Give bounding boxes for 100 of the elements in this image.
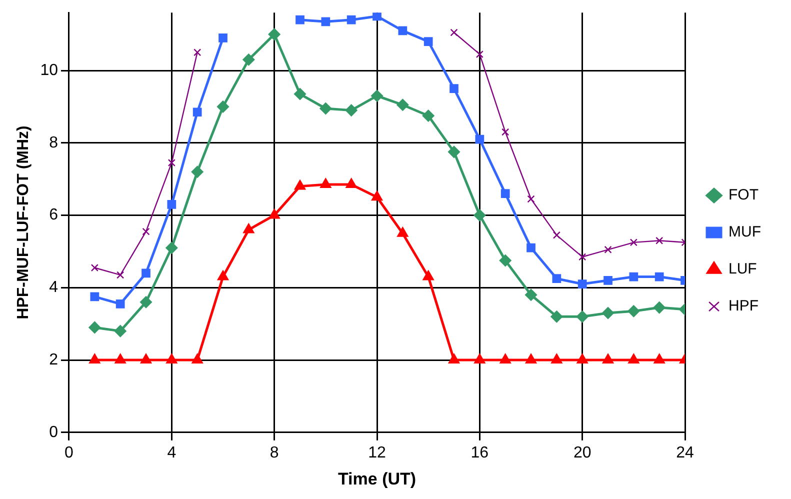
- point: [294, 88, 306, 100]
- point: [576, 310, 588, 322]
- point: [628, 354, 639, 364]
- point: [578, 253, 586, 261]
- point: [242, 54, 254, 66]
- point: [423, 271, 434, 280]
- x-tick-label: 8: [270, 444, 279, 462]
- point: [629, 272, 638, 282]
- point: [88, 322, 100, 334]
- point: [448, 146, 460, 158]
- point: [552, 231, 560, 239]
- x-tick-label: 4: [167, 444, 176, 462]
- point: [654, 272, 664, 282]
- point: [296, 15, 304, 24]
- point: [527, 195, 535, 203]
- point: [602, 354, 614, 364]
- point: [194, 48, 202, 56]
- point: [476, 50, 484, 58]
- point: [654, 354, 664, 364]
- point: [526, 354, 536, 364]
- point: [654, 302, 666, 314]
- legend-label: MUF: [728, 224, 762, 241]
- point: [422, 110, 434, 122]
- point: [142, 268, 150, 278]
- point: [448, 354, 460, 364]
- point: [320, 102, 332, 114]
- point: [500, 189, 510, 198]
- point: [424, 37, 433, 46]
- y-tick-label: 4: [49, 279, 58, 296]
- point: [346, 15, 356, 24]
- point: [604, 246, 612, 254]
- y-tick-label: 8: [49, 134, 58, 152]
- point: [578, 280, 587, 288]
- point: [630, 238, 638, 246]
- point: [321, 17, 330, 26]
- point: [192, 354, 202, 364]
- point: [550, 310, 562, 322]
- y-tick-label: 2: [49, 351, 58, 368]
- point: [602, 307, 614, 319]
- point: [167, 200, 176, 209]
- point: [90, 354, 100, 364]
- point: [500, 354, 510, 364]
- point: [140, 354, 152, 364]
- point: [218, 271, 228, 280]
- point: [192, 108, 202, 117]
- point: [346, 178, 356, 188]
- point: [320, 178, 331, 188]
- y-axis-title: HPF-MUF-LUF-FOT (MHz): [15, 126, 32, 320]
- point: [552, 354, 562, 364]
- point: [475, 134, 484, 144]
- point: [346, 104, 358, 116]
- y-tick-label: 0: [49, 424, 58, 441]
- point: [218, 34, 228, 42]
- point: [396, 99, 408, 111]
- point: [116, 271, 124, 279]
- y-tick-label: 10: [40, 62, 58, 79]
- point: [115, 354, 126, 364]
- legend-label: LUF: [728, 260, 757, 278]
- x-tick-label: 24: [676, 444, 694, 462]
- point: [372, 12, 382, 21]
- point: [450, 28, 458, 36]
- point: [166, 354, 177, 364]
- y-tick-label: 6: [49, 206, 58, 224]
- point: [166, 242, 178, 254]
- point: [90, 292, 100, 302]
- point: [168, 159, 176, 167]
- point: [192, 166, 204, 178]
- legend-label: FOT: [728, 186, 759, 204]
- point: [474, 210, 486, 222]
- point: [525, 289, 537, 301]
- point: [398, 26, 408, 36]
- point: [142, 228, 150, 236]
- point: [398, 228, 408, 237]
- point: [450, 84, 458, 94]
- point: [268, 28, 280, 40]
- x-tick-label: 12: [368, 444, 386, 462]
- point: [500, 254, 512, 266]
- point: [502, 128, 510, 136]
- x-tick-label: 20: [573, 444, 592, 462]
- point: [474, 354, 485, 364]
- x-tick-label: 16: [470, 444, 489, 462]
- point: [604, 276, 612, 285]
- point: [656, 236, 664, 244]
- point: [526, 243, 536, 252]
- point: [371, 90, 383, 102]
- x-axis-title: Time (UT): [338, 469, 416, 488]
- point: [269, 210, 280, 219]
- point: [244, 224, 254, 234]
- point: [114, 325, 126, 337]
- point: [294, 180, 306, 190]
- point: [140, 296, 152, 308]
- point: [217, 100, 229, 112]
- legend-label: HPF: [728, 298, 759, 315]
- point: [90, 264, 98, 272]
- x-tick-label: 0: [64, 444, 74, 462]
- point: [372, 191, 382, 201]
- point: [577, 354, 588, 364]
- point: [552, 274, 562, 284]
- point: [628, 305, 640, 317]
- point: [116, 299, 125, 308]
